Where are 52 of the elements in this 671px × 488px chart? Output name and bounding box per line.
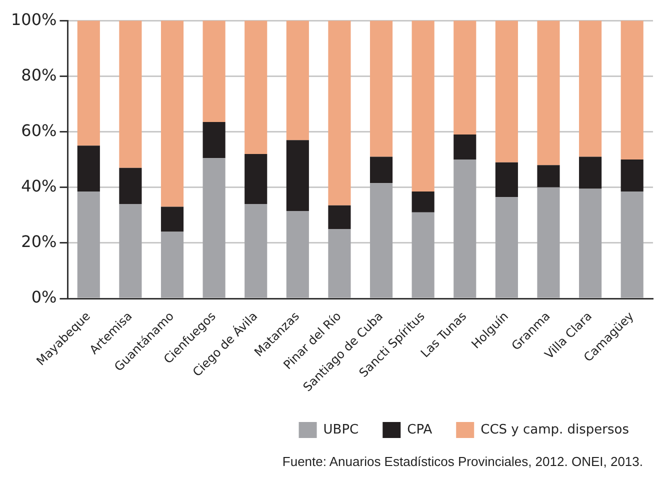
bar — [454, 20, 476, 135]
bar — [77, 20, 100, 146]
bar — [202, 122, 226, 158]
bar — [244, 154, 268, 204]
bar — [579, 20, 602, 157]
bar — [286, 210, 309, 298]
bar — [579, 188, 602, 298]
bar — [620, 20, 644, 160]
legend-label: CCS y camp. dispersos — [480, 422, 630, 438]
bar — [77, 146, 100, 192]
bar — [620, 160, 644, 192]
bar — [495, 162, 518, 198]
bar — [412, 192, 434, 212]
bar — [328, 20, 351, 206]
bar — [454, 134, 476, 160]
bar — [119, 168, 142, 204]
bar — [77, 192, 100, 298]
y-tick-label: 60% — [21, 120, 57, 140]
bar — [119, 204, 142, 298]
bar — [412, 212, 434, 298]
bar — [160, 206, 184, 232]
bar — [286, 20, 309, 140]
bar — [244, 204, 268, 298]
bar — [328, 205, 351, 230]
bar — [328, 229, 351, 298]
bar — [537, 165, 560, 188]
bar — [412, 20, 434, 192]
bar — [495, 197, 518, 298]
y-tick-label: 0% — [31, 288, 57, 307]
bar — [537, 20, 560, 166]
bar — [579, 156, 602, 189]
bar — [202, 158, 226, 298]
bar — [370, 20, 393, 157]
bar — [286, 140, 309, 211]
bar — [370, 156, 393, 184]
legend-label: CPA — [407, 422, 432, 438]
bar — [370, 183, 393, 298]
bar — [454, 160, 476, 298]
bar — [244, 20, 268, 154]
source-note: Fuente: Anuarios Estadísticos Provinciales, 2012. ONEI, 2013. — [281, 454, 644, 469]
bar — [537, 187, 560, 298]
y-tick-label: 80% — [21, 65, 57, 84]
bar — [160, 20, 184, 207]
y-tick-label: 20% — [21, 232, 57, 252]
bar — [202, 20, 226, 122]
bar — [119, 20, 142, 168]
bar — [620, 192, 644, 298]
y-tick-label: 100% — [10, 10, 57, 29]
bar — [160, 232, 184, 298]
bar — [495, 20, 518, 162]
y-tick-label: 40% — [21, 176, 57, 196]
legend-label: UBPC — [323, 422, 359, 438]
